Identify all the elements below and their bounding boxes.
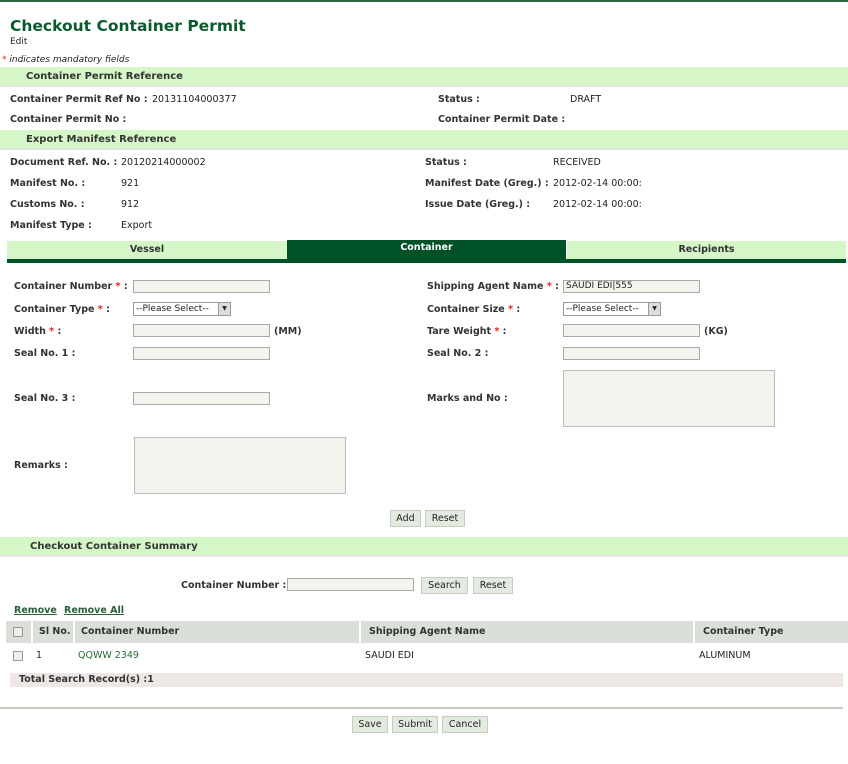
- container-type-label: Container Type * :: [14, 304, 110, 315]
- container-number-input[interactable]: [133, 280, 270, 293]
- marks-textarea[interactable]: [563, 370, 775, 427]
- search-button[interactable]: Search: [421, 577, 468, 594]
- tab-recipients[interactable]: Recipients: [567, 241, 846, 259]
- section-checkout-container-summary: Checkout Container Summary: [0, 537, 848, 557]
- container-size-select[interactable]: --Please Select-- ▼: [563, 302, 661, 316]
- required-asterisk: *: [2, 55, 7, 65]
- manifest-date-value: 2012-02-14 00:00:: [553, 178, 642, 189]
- col-shipping-agent[interactable]: Shipping Agent Name: [361, 621, 695, 643]
- seal-2-label: Seal No. 2 :: [427, 348, 489, 359]
- row-sl-no: 1: [36, 650, 43, 661]
- marks-label: Marks and No :: [427, 393, 508, 404]
- section-container-permit-reference: Container Permit Reference: [0, 67, 848, 87]
- seal-1-input[interactable]: [133, 347, 270, 360]
- row-container-type: ALUMINUM: [699, 650, 751, 661]
- tare-weight-label: Tare Weight * :: [427, 326, 507, 337]
- customs-no-label: Customs No. :: [10, 199, 85, 210]
- col-container-number[interactable]: Container Number: [75, 621, 361, 643]
- row-container-number-link[interactable]: QQWW 2349: [78, 650, 139, 661]
- manifest-type-label: Manifest Type :: [10, 220, 92, 231]
- remove-link[interactable]: Remove: [14, 605, 57, 616]
- top-border: [0, 0, 848, 2]
- table-row: 1 QQWW 2349 SAUDI EDI ALUMINUM: [0, 645, 848, 665]
- manifest-status-value: RECEIVED: [553, 157, 601, 168]
- remarks-textarea[interactable]: [134, 437, 346, 494]
- tare-weight-unit: (KG): [704, 326, 728, 337]
- remarks-label: Remarks :: [14, 460, 68, 471]
- container-type-select[interactable]: --Please Select-- ▼: [133, 302, 231, 316]
- tab-container[interactable]: Container: [287, 240, 566, 259]
- seal-2-input[interactable]: [563, 347, 700, 360]
- permit-no-label: Container Permit No :: [10, 114, 127, 125]
- footer-divider: [0, 707, 843, 709]
- permit-ref-no-value: 20131104000377: [152, 94, 237, 105]
- width-unit: (MM): [274, 326, 302, 337]
- shipping-agent-input[interactable]: SAUDI EDI|555: [563, 280, 700, 293]
- total-records: Total Search Record(s) :1: [10, 673, 843, 687]
- seal-3-label: Seal No. 3 :: [14, 393, 76, 404]
- permit-status-label: Status :: [438, 94, 480, 105]
- col-sl-no: Sl No.: [33, 621, 75, 643]
- manifest-status-label: Status :: [425, 157, 467, 168]
- chevron-down-icon: ▼: [218, 303, 230, 315]
- section-export-manifest-reference: Export Manifest Reference: [0, 130, 848, 150]
- row-shipping-agent: SAUDI EDI: [365, 650, 414, 661]
- mandatory-note-text: indicates mandatory fields: [9, 55, 130, 65]
- seal-3-input[interactable]: [133, 392, 270, 405]
- issue-date-label: Issue Date (Greg.) :: [425, 199, 531, 210]
- issue-date-value: 2012-02-14 00:00:: [553, 199, 642, 210]
- doc-ref-value: 20120214000002: [121, 157, 206, 168]
- doc-ref-label: Document Ref. No. :: [10, 157, 118, 168]
- page-title: Checkout Container Permit: [10, 17, 246, 35]
- container-size-label: Container Size * :: [427, 304, 521, 315]
- reset-form-button[interactable]: Reset: [425, 510, 465, 527]
- remove-all-link[interactable]: Remove All: [64, 605, 124, 616]
- save-button[interactable]: Save: [352, 716, 388, 733]
- tab-underline: [7, 259, 846, 263]
- width-label: Width * :: [14, 326, 62, 337]
- select-all-checkbox[interactable]: [13, 627, 23, 637]
- manifest-no-value: 921: [121, 178, 140, 189]
- manifest-no-label: Manifest No. :: [10, 178, 86, 189]
- reset-search-button[interactable]: Reset: [473, 577, 513, 594]
- tab-vessel[interactable]: Vessel: [7, 241, 287, 259]
- submit-button[interactable]: Submit: [392, 716, 438, 733]
- seal-1-label: Seal No. 1 :: [14, 348, 76, 359]
- permit-ref-no-label: Container Permit Ref No :: [10, 94, 148, 105]
- customs-no-value: 912: [121, 199, 140, 210]
- col-container-type[interactable]: Container Type: [695, 621, 848, 643]
- row-checkbox[interactable]: [13, 651, 23, 661]
- permit-date-label: Container Permit Date :: [438, 114, 566, 125]
- container-number-label: Container Number * :: [14, 281, 128, 292]
- width-input[interactable]: [133, 324, 270, 337]
- add-button[interactable]: Add: [390, 510, 421, 527]
- select-all-header: [6, 621, 33, 643]
- cancel-button[interactable]: Cancel: [442, 716, 488, 733]
- permit-status-value: DRAFT: [570, 94, 602, 105]
- search-container-number-label: Container Number :: [181, 580, 287, 591]
- search-container-number-input[interactable]: [287, 578, 414, 591]
- chevron-down-icon: ▼: [648, 303, 660, 315]
- manifest-date-label: Manifest Date (Greg.) :: [425, 178, 549, 189]
- manifest-type-value: Export: [121, 220, 153, 231]
- tare-weight-input[interactable]: [563, 324, 700, 337]
- mandatory-note: * indicates mandatory fields: [2, 55, 129, 65]
- page-mode: Edit: [10, 37, 28, 47]
- shipping-agent-label: Shipping Agent Name * :: [427, 281, 559, 292]
